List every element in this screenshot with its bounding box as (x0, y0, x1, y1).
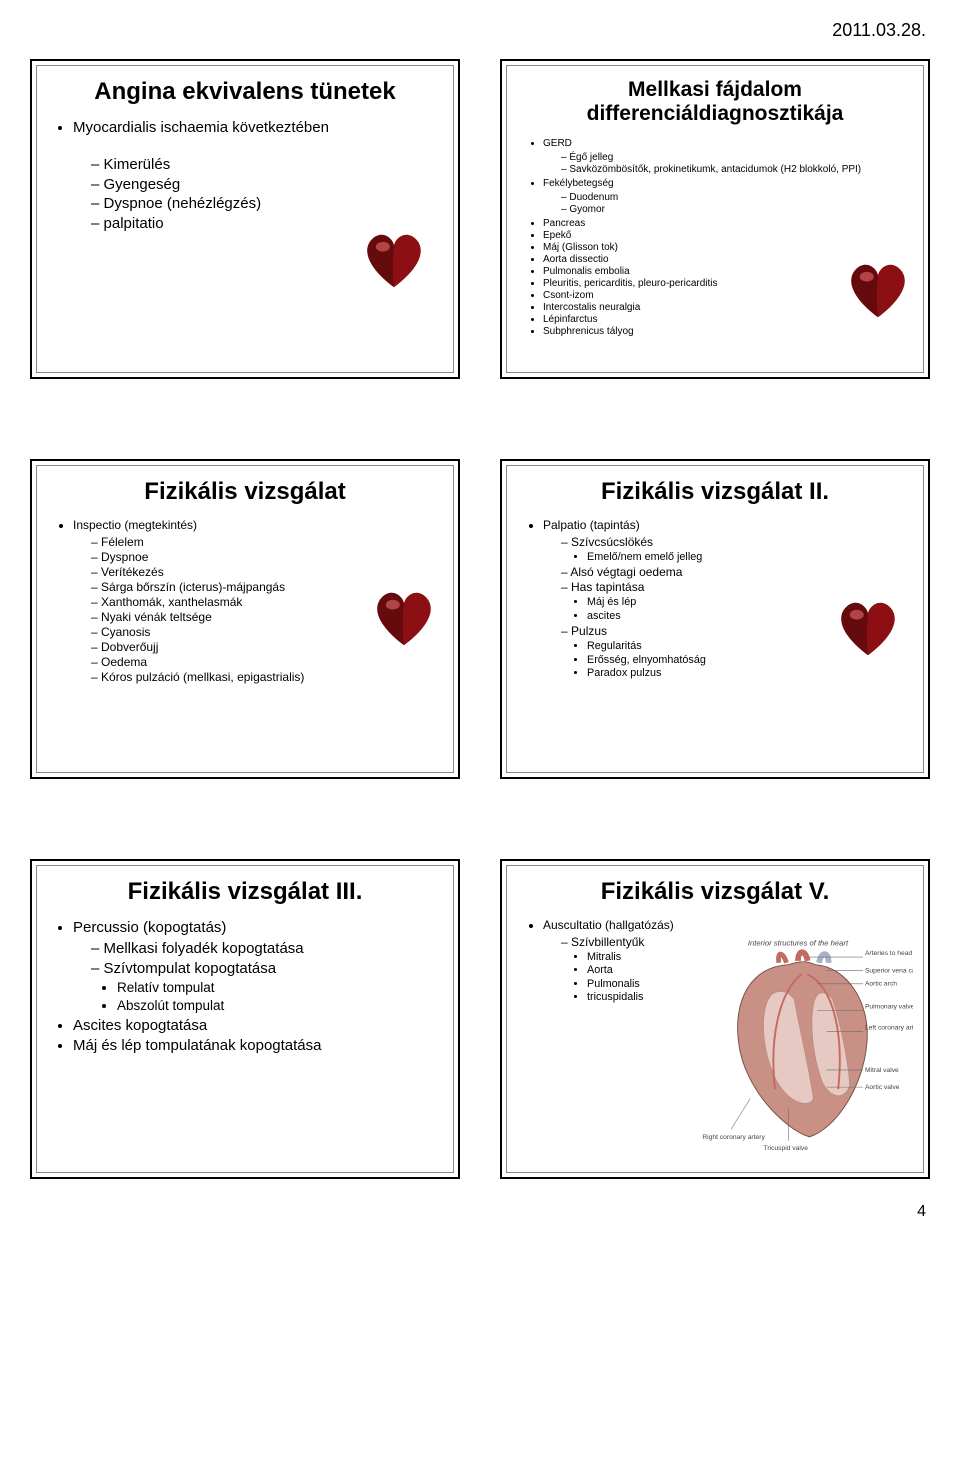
slide-3: Fizikális vizsgálat Inspectio (megtekint… (30, 459, 460, 779)
list-item: Dyspnoe (nehézlégzés) (91, 194, 439, 214)
list-item: Égő jelleg (561, 152, 909, 164)
list-item: Myocardialis ischaemia következtében (73, 118, 439, 138)
slide-title: Fizikális vizsgálat II. (521, 478, 909, 506)
heart-icon (369, 586, 439, 650)
date-header: 2011.03.28. (30, 20, 930, 41)
label: Tricuspid valve (764, 1145, 809, 1152)
list-item: Alsó végtagi oedema (561, 565, 909, 580)
slide-inner: Fizikális vizsgálat Inspectio (megtekint… (36, 465, 454, 773)
list-item: Gyomor (561, 204, 909, 216)
list-item: Szívcsúcslökés (571, 535, 653, 549)
slide-inner: Fizikális vizsgálat V. Auscultatio (hall… (506, 865, 924, 1173)
heart-icon (359, 228, 429, 292)
label: Mitral valve (865, 1067, 899, 1074)
label: Arteries to head and arms (865, 950, 913, 957)
slide-inner: Fizikális vizsgálat II. Palpatio (tapint… (506, 465, 924, 773)
slide-title: Fizikális vizsgálat (51, 478, 439, 506)
slide-title: Mellkasi fájdalom differenciáldiagnoszti… (521, 78, 909, 126)
label: Pulmonary valve (865, 1004, 913, 1011)
list-item: Subphrenicus tályog (543, 326, 909, 338)
list-item: Palpatio (tapintás) (543, 518, 640, 532)
list-item: Gyengeség (91, 175, 439, 195)
slide-4: Fizikális vizsgálat II. Palpatio (tapint… (500, 459, 930, 779)
list-item: Kimerülés (91, 155, 439, 175)
list-item: Emelő/nem emelő jelleg (587, 551, 909, 564)
list-item: tricuspidalis (587, 991, 681, 1004)
slide-body: Auscultatio (hallgatózás) Szívbillentyűk… (521, 918, 681, 1005)
list-item: Mitralis (587, 951, 681, 964)
list-item: Verítékezés (91, 565, 439, 580)
list-item: Relatív tompulat (117, 979, 439, 997)
heart-icon (843, 258, 913, 322)
list-item: Fekélybetegség (543, 178, 614, 189)
heart-anatomy-icon: Interior structures of the heart (683, 936, 913, 1156)
list-item: Has tapintása (571, 580, 644, 594)
list-item: Mellkasi folyadék kopogtatása (91, 939, 439, 959)
list-item: Pancreas (543, 218, 909, 230)
list-item: Epekő (543, 230, 909, 242)
list-item: Máj és lép tompulatának kopogtatása (73, 1036, 439, 1056)
list-item: Pulmonalis (587, 978, 681, 991)
slide-inner: Angina ekvivalens tünetek Myocardialis i… (36, 65, 454, 373)
list-item: Máj (Glisson tok) (543, 242, 909, 254)
label: Right coronary artery (702, 1134, 765, 1141)
list-item: Szívbillentyűk (571, 935, 644, 949)
list-item: Oedema (91, 655, 439, 670)
list-item: Duodenum (561, 192, 909, 204)
list-item: Auscultatio (hallgatózás) (543, 918, 674, 932)
list-item: Dyspnoe (91, 550, 439, 565)
list-item: Aorta (587, 964, 681, 977)
slide-5: Fizikális vizsgálat III. Percussio (kopo… (30, 859, 460, 1179)
slide-2: Mellkasi fájdalom differenciáldiagnoszti… (500, 59, 930, 379)
label: Aortic valve (865, 1084, 900, 1091)
list-item: Inspectio (megtekintés) (73, 518, 439, 533)
list-item: GERD (543, 138, 572, 149)
list-item: Szívtompulat kopogtatása (104, 960, 277, 977)
slide-inner: Fizikális vizsgálat III. Percussio (kopo… (36, 865, 454, 1173)
list-item: Savközömbösítők, prokinetikumk, antacidu… (561, 164, 909, 176)
heart-icon (833, 596, 903, 660)
slide-title: Fizikális vizsgálat III. (51, 878, 439, 906)
label: Aortic arch (865, 981, 897, 988)
label: Left coronary artery (865, 1025, 913, 1032)
list-item: Ascites kopogtatása (73, 1016, 439, 1036)
slide-title: Fizikális vizsgálat V. (521, 878, 909, 906)
page: 2011.03.28. Angina ekvivalens tünetek My… (0, 0, 960, 1251)
slide-body: Percussio (kopogtatás) Mellkasi folyadék… (51, 918, 439, 1056)
list-item: Percussio (kopogtatás) (73, 919, 226, 936)
slide-1: Angina ekvivalens tünetek Myocardialis i… (30, 59, 460, 379)
list-item: Pulzus (571, 624, 607, 638)
slide-inner: Mellkasi fájdalom differenciáldiagnoszti… (506, 65, 924, 373)
label: Superior vena cava (865, 967, 913, 974)
slide-grid: Angina ekvivalens tünetek Myocardialis i… (30, 59, 930, 1179)
anatomy-caption: Interior structures of the heart (748, 939, 849, 948)
list-item: Abszolút tompulat (117, 997, 439, 1015)
list-item: Félelem (91, 535, 439, 550)
page-number: 4 (30, 1203, 930, 1221)
list-item: Paradox pulzus (587, 667, 909, 680)
list-item: Kóros pulzáció (mellkasi, epigastrialis) (91, 670, 439, 685)
slide-6: Fizikális vizsgálat V. Auscultatio (hall… (500, 859, 930, 1179)
slide-title: Angina ekvivalens tünetek (51, 78, 439, 106)
slide-body: Myocardialis ischaemia következtében Kim… (51, 118, 439, 234)
